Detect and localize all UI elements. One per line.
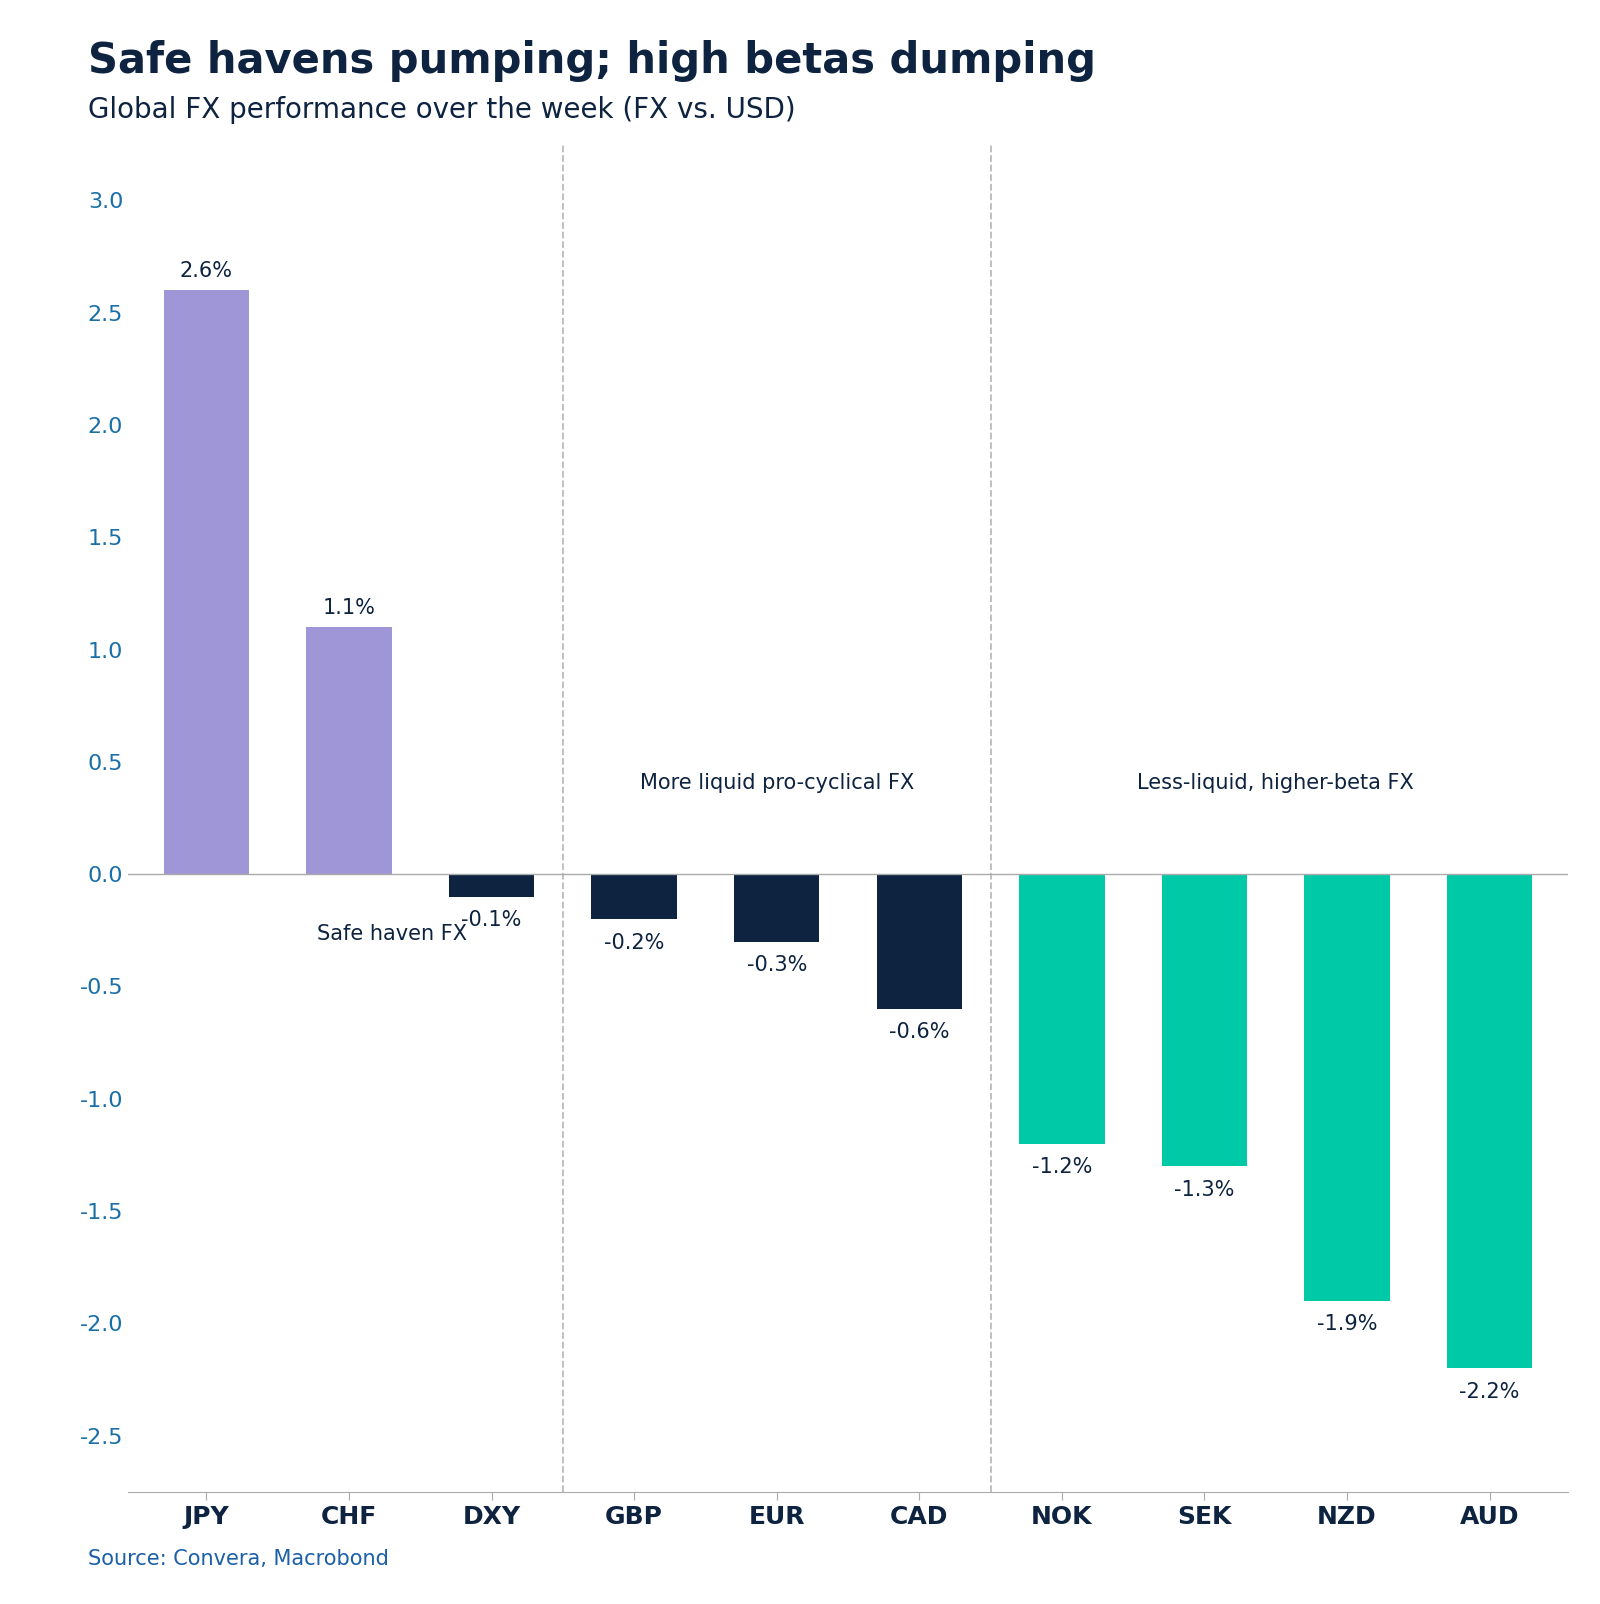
Text: -0.2%: -0.2% [603,932,664,953]
Bar [448,874,534,897]
Text: -0.1%: -0.1% [461,909,522,930]
Bar [877,874,962,1009]
Bar [734,874,819,942]
Text: Less-liquid, higher-beta FX: Less-liquid, higher-beta FX [1138,773,1414,794]
Text: -1.9%: -1.9% [1317,1314,1378,1335]
Text: 1.1%: 1.1% [323,598,376,618]
Text: -0.3%: -0.3% [747,954,806,975]
Bar [306,627,392,874]
Text: More liquid pro-cyclical FX: More liquid pro-cyclical FX [640,773,914,794]
Bar [1162,874,1248,1166]
Bar [1446,874,1533,1368]
Text: -2.2%: -2.2% [1459,1381,1520,1402]
Bar [592,874,677,919]
Text: 2.6%: 2.6% [179,261,234,281]
Text: -1.2%: -1.2% [1032,1156,1093,1177]
Bar [163,290,250,874]
Text: Safe haven FX: Safe haven FX [317,924,467,943]
Text: -0.6%: -0.6% [890,1022,949,1043]
Bar [1019,874,1104,1144]
Text: Safe havens pumping; high betas dumping: Safe havens pumping; high betas dumping [88,40,1096,82]
Text: -1.3%: -1.3% [1174,1179,1235,1200]
Text: Global FX performance over the week (FX vs. USD): Global FX performance over the week (FX … [88,96,795,124]
Text: Source: Convera, Macrobond: Source: Convera, Macrobond [88,1549,389,1569]
Bar [1304,874,1390,1301]
